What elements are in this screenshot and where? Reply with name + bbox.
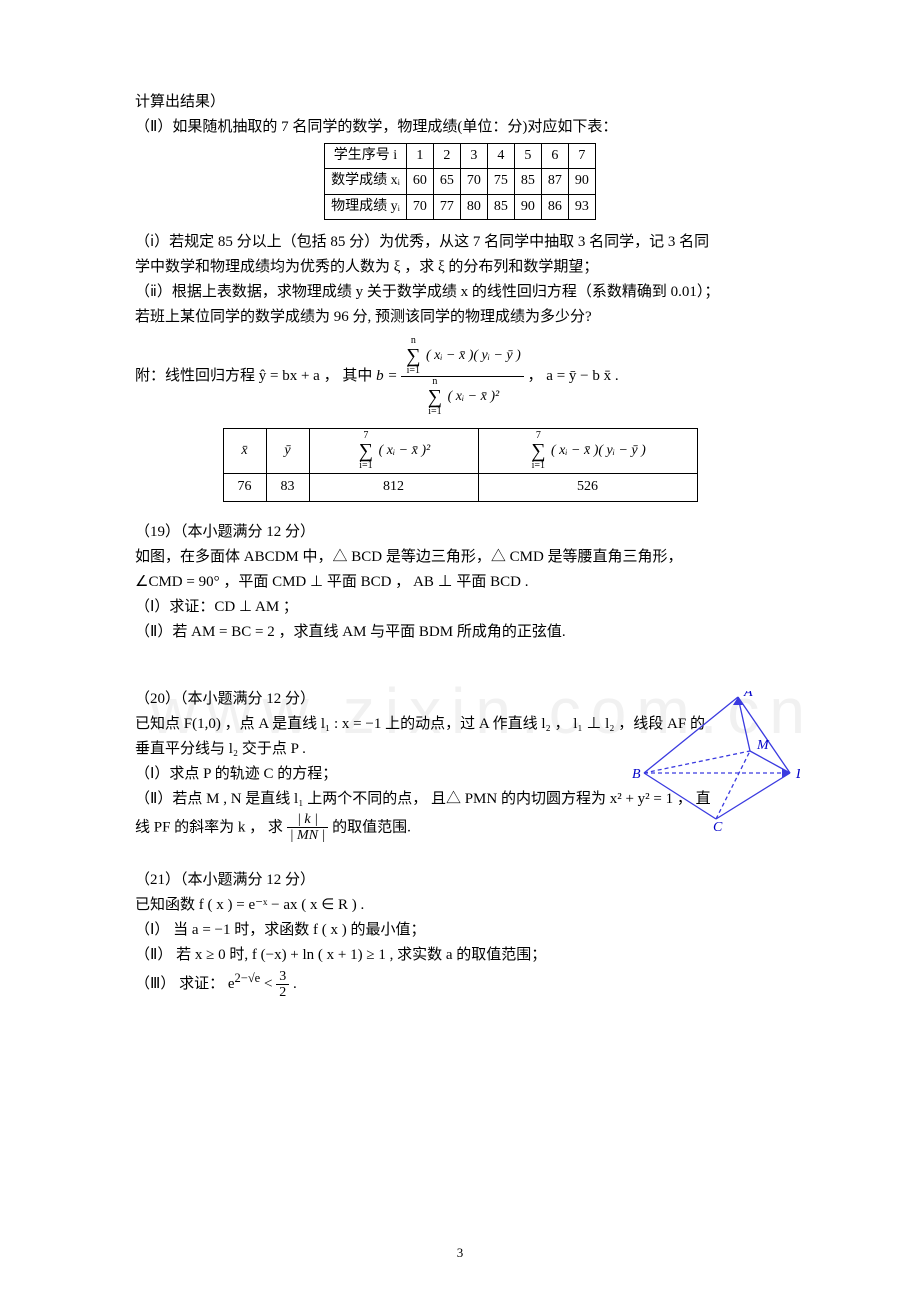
q21-l2: （Ⅰ） 当 a = −1 时，求函数 f ( x ) 的最小值； [135,918,785,942]
cell: 学生序号 i [325,144,407,169]
para-ii-2: 若班上某位同学的数学成绩为 96 分, 预测该同学的物理成绩为多少分? [135,305,785,329]
attach-tail: ， a = ȳ − b x̄ . [528,368,619,384]
q21-l4-post: . [293,976,297,992]
b-eq: b = [376,368,397,384]
q21-l4: （Ⅲ） 求证： e2−√e < 3 2 . [135,968,785,1000]
score-table: 学生序号 i 1 2 3 4 5 6 7 数学成绩 xᵢ 60 65 70 75… [324,143,596,220]
q21-head: （21）（本小题满分 12 分） [135,868,785,892]
cell: 70 [460,169,487,194]
q21-l1: 已知函数 f ( x ) = e⁻ˣ − ax ( x ∈ R ) . [135,893,785,917]
cell: 60 [406,169,433,194]
lt-sign: < [264,976,276,992]
page-content: 计算出结果） （Ⅱ）如果随机抽取的 7 名同学的数学，物理成绩(单位：分)对应如… [0,0,920,1001]
svg-text:B: B [632,767,641,782]
table-row: 数学成绩 xᵢ 60 65 70 75 85 87 90 [325,169,596,194]
para-i-2: 学中数学和物理成绩均为优秀的人数为 ξ ，求 ξ 的分布列和数学期望； [135,255,785,279]
cell: 86 [541,194,568,219]
polyhedron-diagram: A B D C M [630,691,800,831]
cell: ȳ [266,429,309,474]
table-row: 76 83 812 526 [223,474,697,501]
table-row: 学生序号 i 1 2 3 4 5 6 7 [325,144,596,169]
cell: 526 [478,474,697,501]
q21-l4-pre: （Ⅲ） 求证： [135,976,228,992]
cell: 7∑i=1 ( xᵢ − x̄ )² [309,429,478,474]
q19-l1: 如图，在多面体 ABCDM 中，△ BCD 是等边三角形，△ CMD 是等腰直角… [135,545,785,569]
cell: 75 [487,169,514,194]
cell: 数学成绩 xᵢ [325,169,407,194]
page-number: 3 [0,1243,920,1264]
svg-text:C: C [713,820,723,831]
cell: 90 [568,169,595,194]
cell: 85 [514,169,541,194]
para-i-1: （ⅰ）若规定 85 分以上（包括 85 分）为优秀，从这 7 名同学中抽取 3 … [135,230,785,254]
cell: 7 [568,144,595,169]
q21-l3: （Ⅱ） 若 x ≥ 0 时, f (−x) + ln ( x + 1) ≥ 1 … [135,943,785,967]
attach-label: 附：线性回归方程 ŷ = bx + a ， 其中 [135,368,376,384]
table-row: 物理成绩 yᵢ 70 77 80 85 90 86 93 [325,194,596,219]
diagram-edges [644,697,790,819]
diagram-labels: A B D C M [632,691,800,831]
k-mn-fraction: | k | | MN | [287,812,329,844]
cell: 3 [460,144,487,169]
cell: 83 [266,474,309,501]
cell: 70 [406,194,433,219]
cell: 5 [514,144,541,169]
q19-l3: （Ⅰ）求证：CD ⊥ AM ； [135,595,785,619]
cell: 6 [541,144,568,169]
cell: 2 [433,144,460,169]
intro-line-1: （Ⅱ）如果随机抽取的 7 名同学的数学，物理成绩(单位：分)对应如下表： [135,115,785,139]
q19-l4: （Ⅱ）若 AM = BC = 2 ，求直线 AM 与平面 BDM 所成角的正弦值… [135,620,785,644]
para-ii-1: （ⅱ）根据上表数据，求物理成绩 y 关于数学成绩 x 的线性回归方程（系数精确到… [135,280,785,304]
q21-exp-base: e [228,976,235,992]
cell: 物理成绩 yᵢ [325,194,407,219]
svg-text:D: D [795,767,800,782]
q19-head: （19）（本小题满分 12 分） [135,520,785,544]
stats-table: x̄ ȳ 7∑i=1 ( xᵢ − x̄ )² 7∑i=1 ( xᵢ − x̄ … [223,428,698,501]
cell: 76 [223,474,266,501]
cell: 93 [568,194,595,219]
three-half-fraction: 3 2 [276,969,289,1001]
cell: 812 [309,474,478,501]
attach-line: 附：线性回归方程 ŷ = bx + a ， 其中 b = n∑i=1 ( xᵢ … [135,336,785,417]
b-fraction: n∑i=1 ( xᵢ − x̄ )( yᵢ − ȳ ) n∑i=1 ( xᵢ −… [401,336,524,417]
cell: 90 [514,194,541,219]
cell: 4 [487,144,514,169]
table-row: x̄ ȳ 7∑i=1 ( xᵢ − x̄ )² 7∑i=1 ( xᵢ − x̄ … [223,429,697,474]
q20-l5-post: 的取值范围. [332,819,411,835]
q20-l5-pre: 线 PF 的斜率为 k ， 求 [135,819,287,835]
q21-exp-sup: 2−√e [235,971,261,985]
svg-text:A: A [743,691,753,700]
q19-l2: ∠CMD = 90° ，平面 CMD ⊥ 平面 BCD ， AB ⊥ 平面 BC… [135,570,785,594]
cell: x̄ [223,429,266,474]
intro-line-0: 计算出结果） [135,90,785,114]
cell: 77 [433,194,460,219]
cell: 65 [433,169,460,194]
cell: 85 [487,194,514,219]
svg-text:M: M [756,738,770,753]
cell: 7∑i=1 ( xᵢ − x̄ )( yᵢ − ȳ ) [478,429,697,474]
cell: 87 [541,169,568,194]
cell: 80 [460,194,487,219]
cell: 1 [406,144,433,169]
